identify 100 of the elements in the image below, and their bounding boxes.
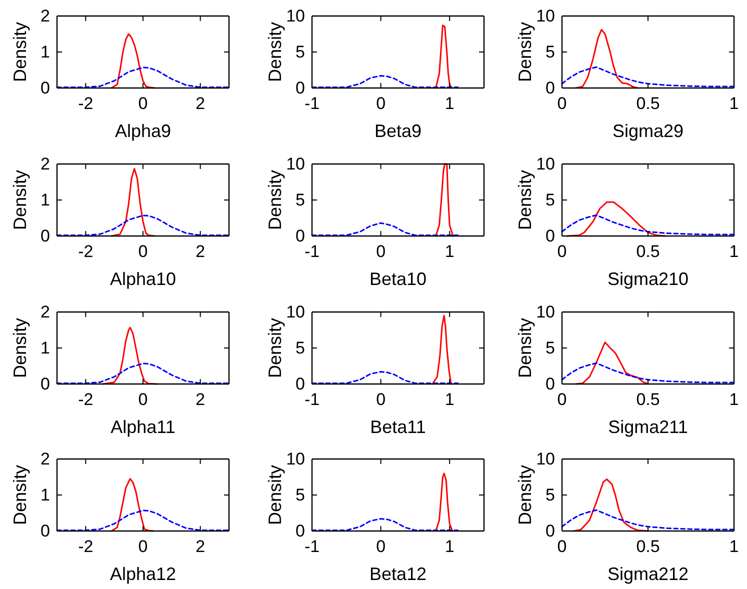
line-series (575, 28, 638, 89)
x-tick-label: -1 (304, 242, 320, 262)
y-tick-label: 5 (546, 190, 555, 210)
y-tick-label: 1 (40, 42, 50, 62)
y-tick-label: 5 (296, 190, 305, 210)
x-tick-label: 2 (196, 94, 206, 114)
x-tick-label: 0 (376, 242, 386, 262)
y-tick-label: 0 (546, 521, 555, 540)
line-series (311, 371, 459, 384)
x-tick-label: -2 (78, 242, 94, 262)
y-axis-title: Density (10, 22, 30, 82)
y-tick-label: 5 (296, 338, 305, 358)
line-series (435, 24, 452, 89)
y-tick-label: 1 (40, 485, 50, 504)
x-tick-label: 1 (729, 94, 739, 114)
y-tick-label: 1 (40, 338, 50, 358)
y-tick-label: 2 (40, 6, 50, 26)
y-tick-label: 0 (296, 374, 305, 394)
y-tick-label: 0 (40, 521, 50, 540)
line-series (573, 478, 649, 532)
y-axis-title: Density (515, 464, 535, 526)
line-series (575, 341, 649, 385)
line-series (110, 478, 154, 532)
y-tick-label: 10 (536, 6, 555, 26)
x-axis-title: Alpha9 (114, 121, 172, 141)
y-tick-label: 5 (296, 42, 305, 62)
y-tick-label: 5 (546, 42, 555, 62)
y-axis-title: Density (515, 170, 535, 230)
x-tick-label: 1 (444, 390, 454, 410)
x-tick-label: -1 (304, 390, 320, 410)
x-axis-title: Beta10 (369, 269, 427, 289)
y-tick-label: 0 (296, 521, 305, 540)
line-series (435, 163, 454, 237)
x-axis-title: Beta12 (369, 564, 427, 584)
x-axis-title: Beta9 (374, 121, 422, 141)
y-axis-title: Density (10, 318, 30, 378)
y-tick-label: 10 (286, 6, 305, 26)
x-tick-label: 1 (444, 94, 454, 114)
y-tick-label: 10 (536, 449, 555, 468)
line-series (311, 75, 459, 88)
x-tick-label: 0 (138, 242, 148, 262)
y-tick-label: 2 (40, 154, 50, 174)
y-tick-label: 0 (546, 226, 555, 246)
y-axis-title: Density (515, 22, 535, 82)
x-tick-label: -2 (78, 537, 94, 556)
x-tick-label: 2 (196, 242, 206, 262)
x-tick-label: 1 (729, 537, 739, 556)
y-tick-label: 5 (546, 338, 555, 358)
x-tick-label: 1 (444, 242, 454, 262)
line-series (432, 314, 452, 385)
y-tick-label: 0 (40, 78, 50, 98)
y-axis-title: Density (265, 464, 285, 526)
line-series (110, 168, 156, 237)
y-tick-label: 2 (40, 302, 50, 322)
x-tick-label: 0.5 (636, 94, 660, 114)
x-axis-title: Alpha12 (110, 564, 176, 584)
y-axis-title: Density (265, 318, 285, 378)
line-series (311, 222, 459, 236)
line-series (311, 518, 459, 532)
y-tick-label: 10 (286, 154, 305, 174)
y-tick-label: 2 (40, 449, 50, 468)
x-tick-label: 0 (376, 390, 386, 410)
x-tick-label: -2 (78, 94, 94, 114)
x-tick-label: 1 (444, 537, 454, 556)
y-axis-title: Density (515, 318, 535, 378)
x-tick-label: 0.5 (636, 242, 660, 262)
line-series (110, 33, 156, 89)
x-axis-title: Beta11 (370, 417, 426, 437)
x-axis-title: Sigma211 (608, 417, 688, 437)
x-tick-label: -1 (304, 537, 320, 556)
y-axis-title: Density (10, 464, 30, 526)
y-tick-label: 1 (40, 190, 50, 210)
x-tick-label: 0.5 (636, 537, 660, 556)
x-tick-label: -2 (78, 390, 94, 410)
y-tick-label: 10 (286, 449, 305, 468)
y-tick-label: 0 (546, 78, 555, 98)
y-axis-title: Density (265, 22, 285, 82)
y-tick-label: 0 (546, 374, 555, 394)
x-axis-title: Sigma212 (607, 564, 689, 584)
x-axis-title: Alpha10 (110, 269, 176, 289)
x-tick-label: 2 (196, 390, 206, 410)
y-tick-label: 10 (536, 154, 555, 174)
x-tick-label: 1 (729, 242, 739, 262)
y-axis-title: Density (10, 170, 30, 230)
x-tick-label: 0 (138, 94, 148, 114)
x-axis-title: Alpha11 (110, 417, 176, 437)
line-series (566, 201, 666, 237)
x-tick-label: 2 (196, 537, 206, 556)
y-tick-label: 10 (536, 302, 555, 322)
x-tick-label: 0 (376, 537, 386, 556)
x-tick-label: 0 (138, 537, 148, 556)
x-axis-title: Sigma29 (612, 121, 684, 141)
y-tick-label: 5 (546, 485, 555, 504)
x-tick-label: 1 (729, 390, 739, 410)
line-series (435, 472, 454, 532)
x-tick-label: 0 (138, 390, 148, 410)
x-tick-label: 0 (376, 94, 386, 114)
y-tick-label: 10 (286, 302, 305, 322)
y-tick-label: 0 (296, 78, 305, 98)
line-series (102, 326, 158, 385)
